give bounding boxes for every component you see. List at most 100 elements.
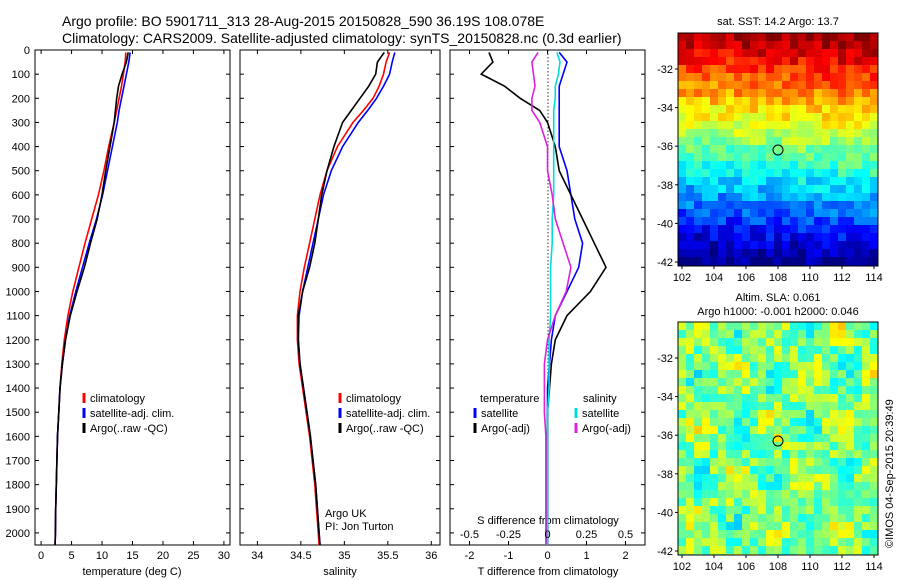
sst-cell — [686, 145, 694, 153]
series-line-argo-raw-qc- — [297, 51, 385, 546]
sst-cell — [790, 105, 798, 113]
sst-cell — [726, 49, 734, 57]
sst-cell — [830, 137, 838, 145]
sla-cell — [862, 466, 870, 474]
sla-cell — [814, 514, 822, 522]
sst-cell — [678, 225, 686, 233]
sst-cell — [830, 193, 838, 201]
sla-cell — [790, 522, 798, 530]
sla-cell — [846, 442, 854, 450]
sla-cell — [822, 410, 830, 418]
sla-cell — [686, 418, 694, 426]
sst-cell — [870, 201, 878, 209]
sst-cell — [726, 193, 734, 201]
sst-cell — [814, 177, 822, 185]
sla-cell — [750, 346, 758, 354]
sla-cell — [862, 498, 870, 506]
y-tick-label: 1100 — [6, 311, 30, 323]
x-tick-label: 2 — [622, 550, 628, 562]
sla-cell — [774, 346, 782, 354]
sst-cell — [702, 41, 710, 49]
sla-cell — [750, 474, 758, 482]
sla-cell — [830, 530, 838, 538]
sst-cell — [710, 137, 718, 145]
sst-cell — [686, 49, 694, 57]
sla-cell — [678, 338, 686, 346]
sla-cell — [718, 394, 726, 402]
sla-cell — [766, 522, 774, 530]
sst-cell — [758, 129, 766, 137]
sst-cell — [750, 217, 758, 225]
sla-cell — [798, 386, 806, 394]
sst-cell — [822, 145, 830, 153]
sst-cell — [774, 73, 782, 81]
sst-cell — [822, 185, 830, 193]
sla-cell — [790, 402, 798, 410]
sla-cell — [726, 346, 734, 354]
sla-cell — [694, 362, 702, 370]
sst-cell — [734, 209, 742, 217]
sla-cell — [790, 498, 798, 506]
sla-cell — [782, 530, 790, 538]
sst-cell — [710, 233, 718, 241]
sla-cell — [790, 458, 798, 466]
sst-cell — [694, 97, 702, 105]
sst-cell — [734, 49, 742, 57]
y-tick-label: 700 — [12, 214, 30, 226]
sla-cell — [710, 458, 718, 466]
sst-cell — [686, 241, 694, 249]
sst-cell — [846, 65, 854, 73]
sla-cell — [734, 418, 742, 426]
sst-cell — [702, 257, 710, 265]
sla-cell — [838, 450, 846, 458]
sst-cell — [750, 49, 758, 57]
sla-cell — [734, 514, 742, 522]
sst-cell — [846, 57, 854, 65]
sst-cell — [870, 105, 878, 113]
sst-cell — [862, 121, 870, 129]
sla-cell — [734, 466, 742, 474]
sla-cell — [702, 466, 710, 474]
sst-cell — [838, 233, 846, 241]
sst-cell — [870, 209, 878, 217]
sst-cell — [718, 241, 726, 249]
sst-cell — [862, 241, 870, 249]
sla-cell — [766, 530, 774, 538]
sla-cell — [822, 546, 830, 554]
sla-cell — [742, 434, 750, 442]
sla-cell — [742, 546, 750, 554]
sla-cell — [710, 418, 718, 426]
sla-cell — [782, 386, 790, 394]
sst-cell — [862, 249, 870, 257]
sla-cell — [734, 482, 742, 490]
sst-cell — [686, 153, 694, 161]
sla-cell — [846, 338, 854, 346]
sst-cell — [790, 217, 798, 225]
x-tick-label: 20 — [157, 550, 169, 562]
sst-map-title: sat. SST: 14.2 Argo: 13.7 — [717, 16, 839, 28]
sla-cell — [822, 506, 830, 514]
sla-cell — [710, 490, 718, 498]
sla-cell — [734, 434, 742, 442]
sst-cell — [678, 241, 686, 249]
sst-cell — [774, 201, 782, 209]
sst-cell — [766, 161, 774, 169]
sla-cell — [806, 530, 814, 538]
sst-cell — [854, 129, 862, 137]
sst-cell — [718, 33, 726, 41]
sla-cell — [678, 378, 686, 386]
sst-cell — [750, 145, 758, 153]
sla-cell — [766, 434, 774, 442]
sla-cell — [838, 482, 846, 490]
sla-cell — [766, 418, 774, 426]
sst-cell — [750, 241, 758, 249]
sst-cell — [734, 129, 742, 137]
sla-cell — [862, 546, 870, 554]
sst-cell — [726, 233, 734, 241]
sst-cell — [846, 249, 854, 257]
sla-cell — [766, 386, 774, 394]
sst-cell — [814, 193, 822, 201]
sla-cell — [854, 354, 862, 362]
sla-cell — [782, 394, 790, 402]
sst-cell — [726, 209, 734, 217]
